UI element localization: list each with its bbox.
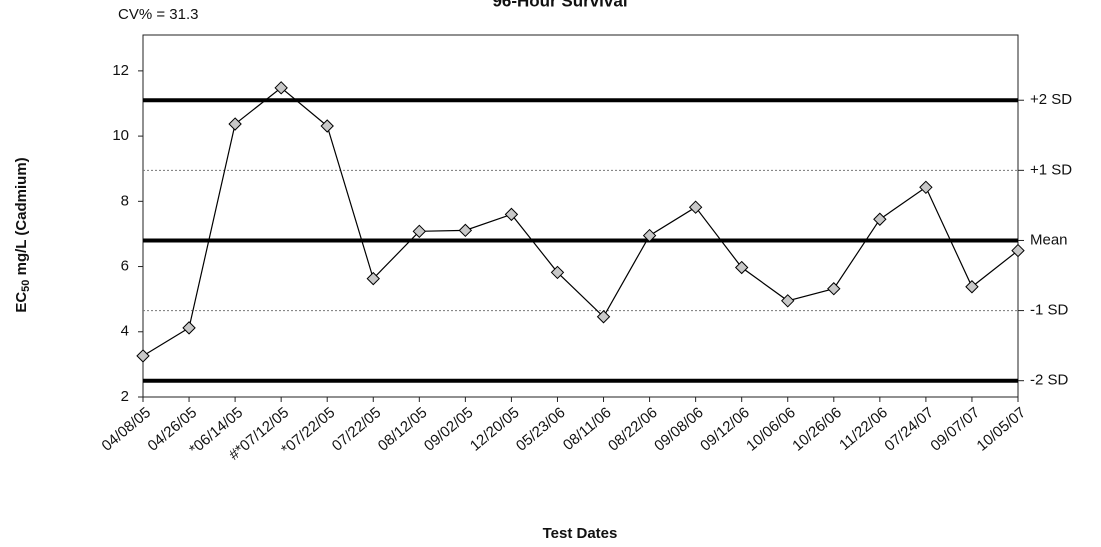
data-point — [366, 271, 380, 286]
y-title-sub: 50 — [20, 280, 32, 292]
data-point — [688, 200, 703, 214]
reference-label: -1 SD — [1030, 302, 1069, 319]
data-point — [182, 321, 196, 335]
reference-label: +2 SD — [1030, 91, 1072, 108]
data-point — [550, 265, 565, 280]
x-tick-label: 04/08/05 — [98, 404, 154, 455]
reference-label: -2 SD — [1030, 372, 1069, 389]
data-point — [873, 212, 887, 226]
data-point — [781, 294, 795, 308]
y-axis-title: EC50 mg/L (Cadmium) — [13, 157, 32, 312]
x-tick-label: 10/06/06 — [743, 404, 799, 455]
y-tick-label: 2 — [121, 388, 129, 405]
data-point — [1011, 243, 1025, 258]
y-tick-label: 6 — [121, 258, 129, 275]
cv-label: CV% = 31.3 — [118, 6, 198, 23]
reference-label: Mean — [1030, 231, 1068, 248]
x-tick-label: 09/12/06 — [697, 404, 753, 455]
y-title-part: mg/L (Cadmium) — [13, 157, 30, 279]
data-point — [827, 282, 841, 296]
chart-title: 96-Hour Survival — [492, 0, 627, 10]
x-tick-label: 09/07/07 — [927, 404, 983, 455]
data-point — [596, 310, 611, 324]
data-point — [734, 260, 749, 275]
y-tick-label: 4 — [121, 323, 129, 340]
x-tick-label: 12/20/05 — [467, 404, 523, 455]
y-tick-label: 10 — [112, 127, 129, 144]
x-tick-label: 09/08/06 — [651, 404, 707, 455]
data-line — [142, 87, 1019, 357]
x-axis-title: Test Dates — [543, 525, 618, 542]
y-tick-label: 12 — [112, 62, 129, 79]
x-tick-label: 09/02/05 — [421, 404, 477, 455]
data-point — [965, 280, 979, 294]
data-point — [274, 81, 288, 95]
x-tick-label: 11/22/06 — [836, 404, 891, 454]
data-point — [320, 119, 334, 133]
x-tick-label: 10/26/06 — [789, 404, 845, 455]
data-point — [136, 349, 150, 363]
data-point — [228, 117, 242, 131]
x-tick-label: 07/22/05 — [329, 404, 385, 455]
data-point — [458, 223, 473, 238]
y-tick-label: 8 — [121, 192, 129, 209]
data-point — [504, 207, 519, 222]
x-tick-label: 08/22/06 — [605, 404, 661, 455]
y-title-part: EC — [13, 292, 30, 313]
x-tick-label: 05/23/06 — [513, 404, 569, 455]
plot-frame — [142, 34, 1019, 398]
reference-label: +1 SD — [1030, 161, 1072, 178]
x-tick-label: 07/24/07 — [881, 404, 937, 455]
data-point — [919, 180, 933, 195]
x-tick-label: 08/12/05 — [375, 404, 431, 455]
x-tick-label: 10/05/07 — [973, 404, 1029, 455]
x-tick-label: 08/11/06 — [560, 404, 615, 454]
data-point — [412, 224, 427, 239]
data-point — [642, 228, 657, 243]
